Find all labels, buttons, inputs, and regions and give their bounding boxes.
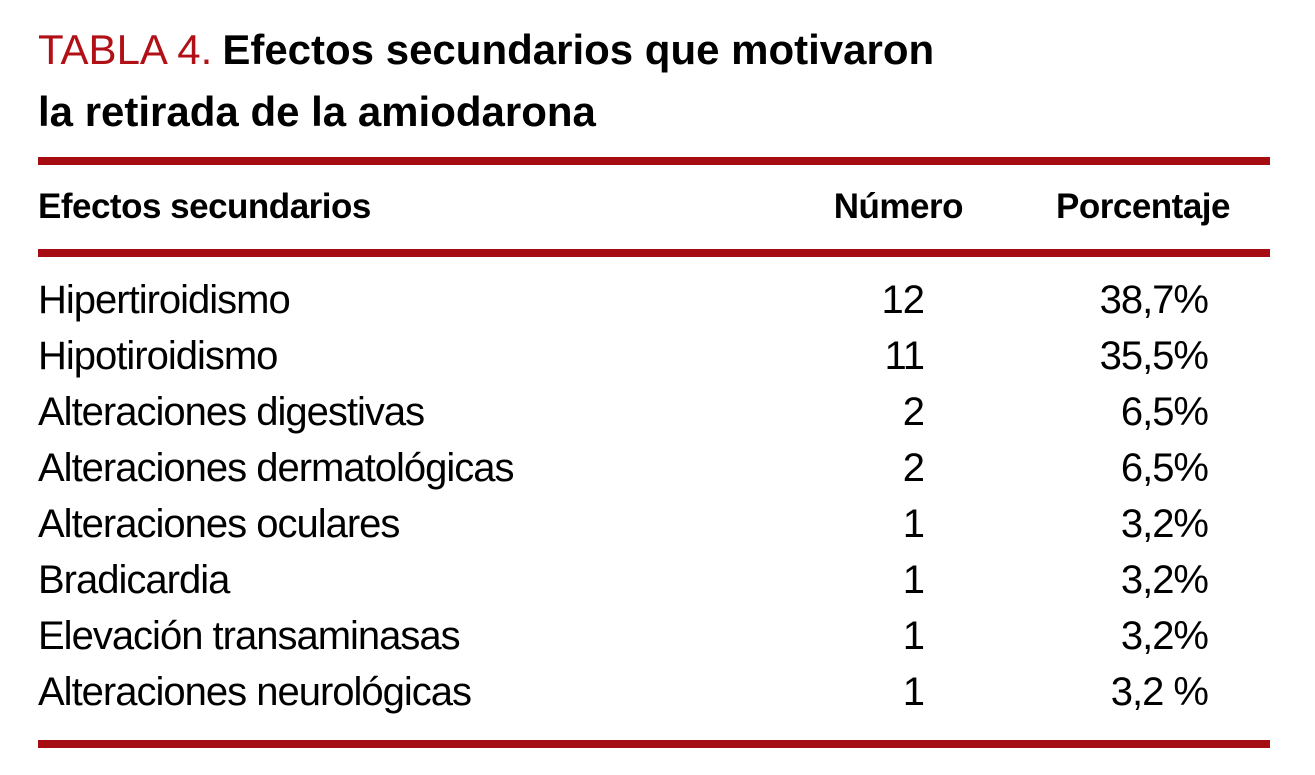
column-header-percentage: Porcentaje xyxy=(924,187,1270,227)
cell-number: 1 xyxy=(902,502,925,546)
column-header-percentage-label: Porcentaje xyxy=(1056,187,1230,226)
cell-number: 1 xyxy=(902,614,925,658)
table-title-line1: Efectos secundarios que motivaron xyxy=(222,26,935,73)
table-row: Alteraciones oculares 1 3,2% xyxy=(38,496,1270,552)
cell-number: 1 xyxy=(902,558,925,602)
table-row: Elevación transaminasas 1 3,2% xyxy=(38,608,1270,664)
cell-number: 11 xyxy=(884,334,925,378)
cell-number: 12 xyxy=(881,278,926,322)
table-row: Alteraciones digestivas 2 6,5% xyxy=(38,384,1270,440)
cell-percentage: 3,2 % xyxy=(1110,670,1209,714)
table-row: Alteraciones dermatológicas 2 6,5% xyxy=(38,440,1270,496)
cell-number: 2 xyxy=(902,446,925,490)
cell-percentage: 6,5% xyxy=(1120,446,1209,490)
divider-top xyxy=(38,157,1270,165)
cell-effect: Alteraciones dermatológicas xyxy=(38,446,514,490)
cell-percentage: 38,7% xyxy=(1099,278,1209,322)
table-figure: TABLA 4. Efectos secundarios que motivaro… xyxy=(38,0,1270,748)
cell-percentage: 6,5% xyxy=(1120,390,1209,434)
cell-percentage: 3,2% xyxy=(1120,614,1209,658)
table-label: TABLA 4. xyxy=(38,26,213,73)
table-title: TABLA 4. Efectos secundarios que motivaro… xyxy=(38,19,1270,143)
divider-bottom xyxy=(38,740,1270,748)
cell-effect: Bradicardia xyxy=(38,558,230,602)
cell-percentage: 3,2% xyxy=(1120,502,1209,546)
table-row: Hipertiroidismo 12 38,7% xyxy=(38,272,1270,328)
table-row: Alteraciones neurológicas 1 3,2 % xyxy=(38,664,1270,720)
cell-effect: Hipertiroidismo xyxy=(38,278,291,322)
table-title-line2: la retirada de la amiodarona xyxy=(38,88,596,135)
cell-effect: Alteraciones digestivas xyxy=(38,390,425,434)
cell-number: 2 xyxy=(902,390,925,434)
cell-effect: Elevación transaminasas xyxy=(38,614,461,658)
cell-effect: Alteraciones oculares xyxy=(38,502,400,546)
table-header-row: Efectos secundarios Número Porcentaje xyxy=(38,165,1270,249)
column-header-number-label: Número xyxy=(833,187,964,226)
cell-percentage: 35,5% xyxy=(1099,334,1209,378)
cell-percentage: 3,2% xyxy=(1120,558,1209,602)
cell-number: 1 xyxy=(902,670,925,714)
table-row: Bradicardia 1 3,2% xyxy=(38,552,1270,608)
table-body: Hipertiroidismo 12 38,7% Hipotiroidismo … xyxy=(38,257,1270,740)
cell-effect: Hipotiroidismo xyxy=(38,334,278,378)
column-header-effects: Efectos secundarios xyxy=(38,187,371,226)
divider-header xyxy=(38,249,1270,257)
column-header-number: Número xyxy=(738,187,964,227)
table-row: Hipotiroidismo 11 35,5% xyxy=(38,328,1270,384)
cell-effect: Alteraciones neurológicas xyxy=(38,670,472,714)
